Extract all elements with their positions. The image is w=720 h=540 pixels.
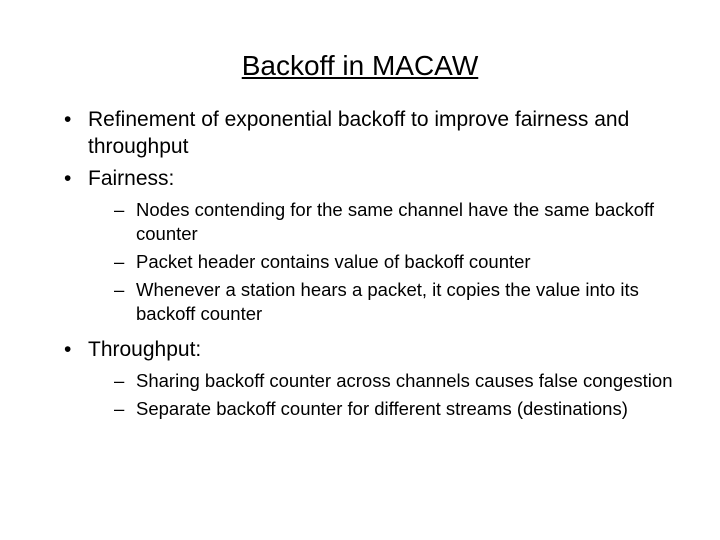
bullet-item: Throughput: Sharing backoff counter acro… [58, 336, 680, 421]
sub-bullet-item: Sharing backoff counter across channels … [114, 369, 680, 393]
sub-bullet-item: Nodes contending for the same channel ha… [114, 198, 680, 246]
slide-title: Backoff in MACAW [0, 50, 720, 82]
slide-content: Refinement of exponential backoff to imp… [0, 106, 720, 422]
bullet-item: Refinement of exponential backoff to imp… [58, 106, 680, 161]
slide: Backoff in MACAW Refinement of exponenti… [0, 50, 720, 540]
sub-bullet-item: Packet header contains value of backoff … [114, 250, 680, 274]
bullet-text: Throughput: [88, 338, 201, 361]
bullet-item: Fairness: Nodes contending for the same … [58, 165, 680, 327]
sub-bullet-list: Sharing backoff counter across channels … [88, 369, 680, 421]
sub-bullet-list: Nodes contending for the same channel ha… [88, 198, 680, 326]
bullet-list: Refinement of exponential backoff to imp… [58, 106, 680, 422]
sub-bullet-item: Separate backoff counter for different s… [114, 397, 680, 421]
bullet-text: Fairness: [88, 167, 174, 190]
sub-bullet-item: Whenever a station hears a packet, it co… [114, 278, 680, 326]
